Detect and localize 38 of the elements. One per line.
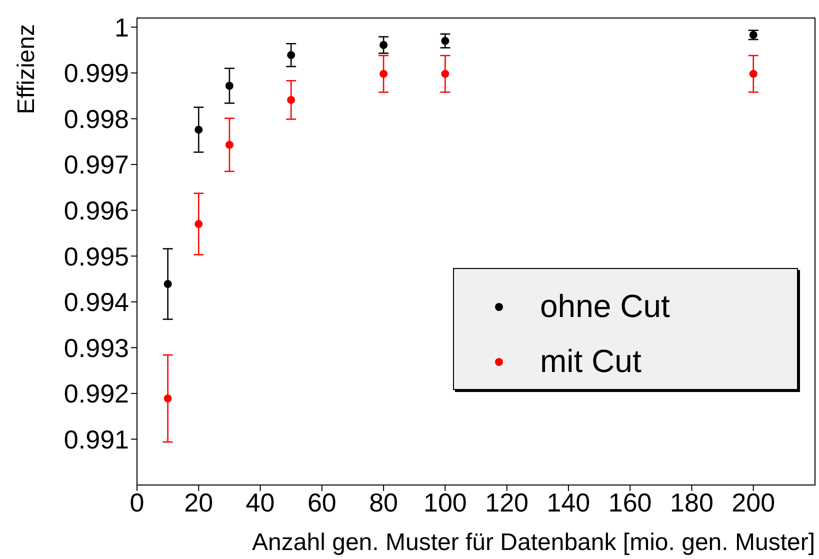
x-tick-label: 0: [130, 487, 144, 518]
x-tick-label: 200: [732, 487, 776, 518]
y-tick-label: 0.999: [64, 58, 129, 88]
point: [194, 126, 203, 134]
y-tick-label: 0.993: [64, 332, 129, 363]
point: [380, 70, 388, 78]
point: [380, 41, 388, 50]
point: [225, 140, 234, 149]
x-tick-label: 60: [307, 487, 336, 518]
y-tick-label: 0.995: [64, 241, 129, 272]
x-tick-label: 80: [369, 487, 398, 518]
point: [164, 280, 172, 288]
y-tick-label: 0.992: [64, 378, 129, 409]
point: [287, 96, 296, 104]
y-tick-label: 0.994: [64, 287, 129, 318]
legend-label: mit Cut: [540, 343, 642, 380]
legend-label: ohne Cut: [540, 288, 670, 325]
point: [441, 36, 450, 45]
point: [225, 82, 234, 90]
y-tick-label: 1: [114, 12, 129, 42]
x-tick-label: 20: [184, 487, 214, 518]
x-tick-label: 160: [608, 487, 652, 518]
y-tick-label: 0.998: [64, 104, 129, 134]
y-tick-label: 0.991: [64, 424, 129, 454]
x-tick-label: 120: [485, 487, 529, 518]
y-tick-label: 0.996: [64, 196, 129, 226]
point: [749, 70, 758, 78]
y-tick-label: 0.997: [64, 150, 129, 180]
point: [164, 394, 172, 402]
point: [194, 220, 203, 228]
point: [441, 70, 450, 78]
x-tick-label: 40: [246, 487, 275, 518]
x-tick-label: 180: [670, 487, 714, 518]
point: [287, 51, 296, 60]
y-axis-title: Effizienz: [13, 24, 40, 114]
x-tick-label: 100: [423, 487, 467, 518]
x-tick-label: 140: [546, 487, 590, 518]
x-axis-title: Anzahl gen. Muster für Datenbank [mio. gen. Muster]: [252, 529, 815, 556]
